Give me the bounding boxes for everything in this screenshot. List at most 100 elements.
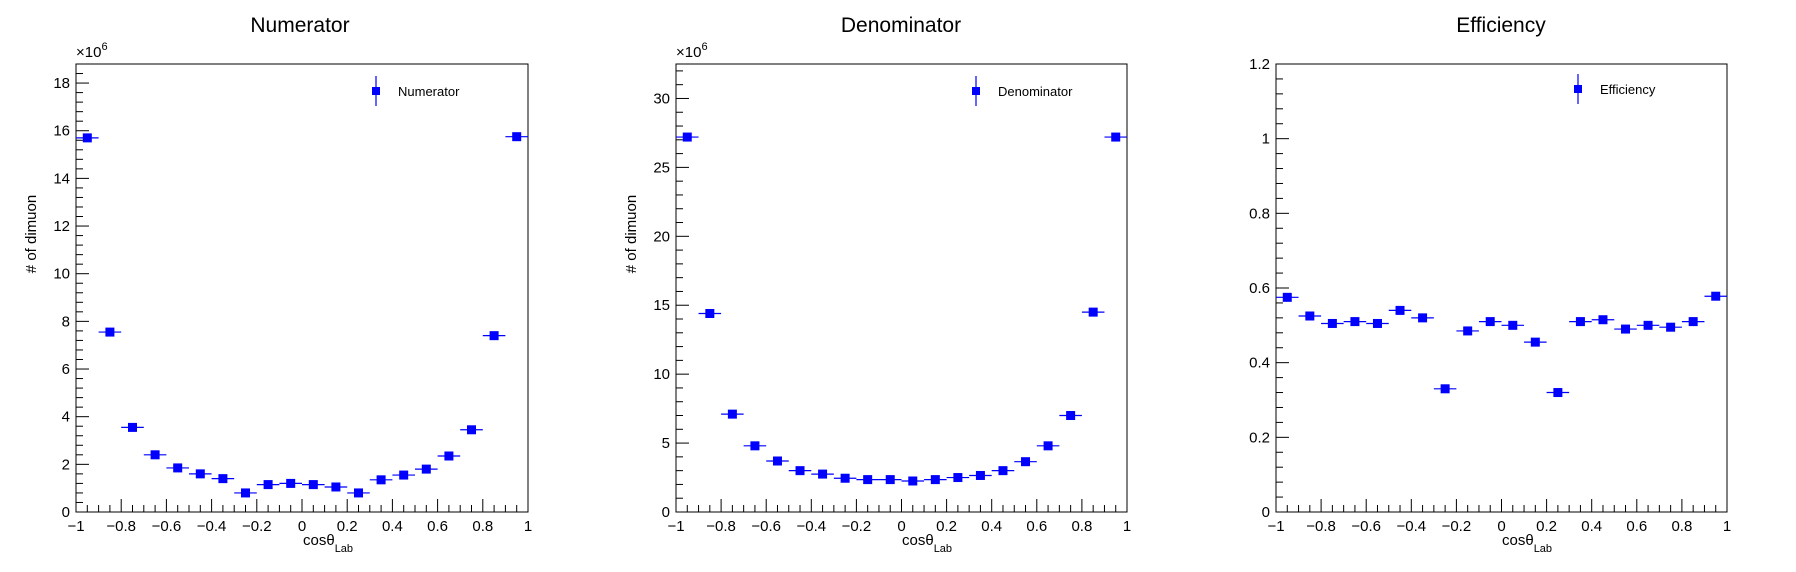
data-point [354,488,363,498]
y-tick-label: 1.2 [1249,56,1270,73]
x-tick-label: 0 [1497,518,1505,535]
x-tick-label: −0.4 [197,518,227,535]
data-point [863,475,873,485]
data-point [682,132,692,142]
x-axis-label: cosθLab [902,532,952,555]
data-point [82,133,92,143]
data-point [1553,388,1563,398]
y-tick-label: 10 [53,266,70,283]
y-tick-label: 14 [53,170,70,187]
data-point [218,474,228,484]
y-tick-label: 18 [53,75,70,92]
x-tick-label: 0.4 [382,518,403,535]
y-multiplier: ×106 [76,41,108,61]
x-tick-label: 0.8 [1671,518,1692,535]
data-point [241,488,250,498]
legend-marker [372,87,380,95]
data-point [308,480,318,490]
y-tick-label: 0 [662,504,670,521]
data-point [1508,320,1518,330]
x-tick-label: −0.8 [106,518,136,535]
x-tick-label: 0.8 [1071,518,1092,535]
plot-frame [1275,63,1728,513]
x-axis-label: cosθLab [1502,532,1552,555]
data-point [975,470,985,480]
panel-3: Efficiency −1 −0.8 −0.6 −0.4 −0.2 0 0.2 0.4 0.6 0.… [1249,14,1731,555]
y-axis-label: # of dimuon [23,195,40,273]
data-point [195,469,205,479]
x-tick-label: −0.8 [706,518,736,535]
y-tick-label: 2 [62,456,70,473]
plot-frame [675,63,1128,513]
data-point [421,464,431,474]
x-tick-label: 1 [1723,518,1731,535]
x-tick-label: 1 [1123,518,1131,535]
x-tick-label: 1 [524,518,532,535]
x-tick-label: 0.6 [427,518,448,535]
x-tick-label: −0.2 [1442,518,1472,535]
data-point [727,409,737,419]
data-point [1621,324,1631,334]
x-axis-label: cosθLab [303,532,353,555]
data-point [512,132,522,142]
y-tick-label: 30 [653,90,670,107]
y-tick-label: 25 [653,159,670,176]
data-point [1688,317,1698,327]
chart-title: Denominator [841,14,961,37]
x-tick-label: 0 [298,518,306,535]
plot-frame [75,63,529,513]
x-tick-label: −1 [667,518,684,535]
data-point [1066,411,1076,421]
data-point [1021,457,1031,467]
data-point [173,463,183,473]
x-tick-label: 0.6 [1626,518,1647,535]
data-point [908,476,918,486]
panel-2: Denominator −1 −0.8 −0.6 −0.4 −0.2 0 0.2 0.4 0.6 0… [623,14,1131,555]
y-tick-label: 15 [653,297,670,314]
data-point [1711,291,1721,301]
x-tick-label: 0.4 [1581,518,1602,535]
data-point [930,475,940,485]
data-point [1575,317,1585,327]
y-tick-label: 4 [62,409,70,426]
y-tick-label: 12 [53,218,70,235]
y-tick-label: 1 [1262,131,1270,148]
x-tick-label: −0.8 [1306,518,1336,535]
legend-label: Numerator [398,84,460,99]
data-point [1643,320,1653,330]
x-tick-label: −0.2 [242,518,272,535]
x-tick-label: −0.6 [751,518,781,535]
data-point [489,331,499,341]
data-point [840,473,850,483]
x-tick-label: 0.2 [1536,518,1557,535]
x-tick-label: 0.4 [981,518,1002,535]
data-point [444,451,454,461]
y-tick-label: 0.4 [1249,355,1270,372]
data-point [1598,315,1608,325]
y-tick-label: 0.2 [1249,429,1270,446]
data-point [1418,313,1428,323]
data-point [1463,326,1473,336]
data-point [772,456,782,466]
y-tick-label: 0.6 [1249,280,1270,297]
data-point [953,473,963,483]
x-tick-label: −0.6 [1351,518,1381,535]
data-point [750,441,760,451]
y-tick-label: 5 [662,435,670,452]
data-point [1282,292,1292,302]
data-point [705,309,715,319]
chart-title: Efficiency [1456,14,1546,37]
legend-label: Efficiency [1600,82,1656,97]
y-tick-label: 16 [53,123,70,140]
data-point [399,470,409,480]
data-point [1350,317,1360,327]
data-point [1305,311,1315,321]
data-point [795,466,805,476]
data-point [331,482,341,492]
chart-title: Numerator [250,14,349,37]
x-tick-label: −0.4 [1396,518,1426,535]
x-tick-label: 0.2 [337,518,358,535]
data-point [105,327,115,337]
data-point [467,425,476,435]
